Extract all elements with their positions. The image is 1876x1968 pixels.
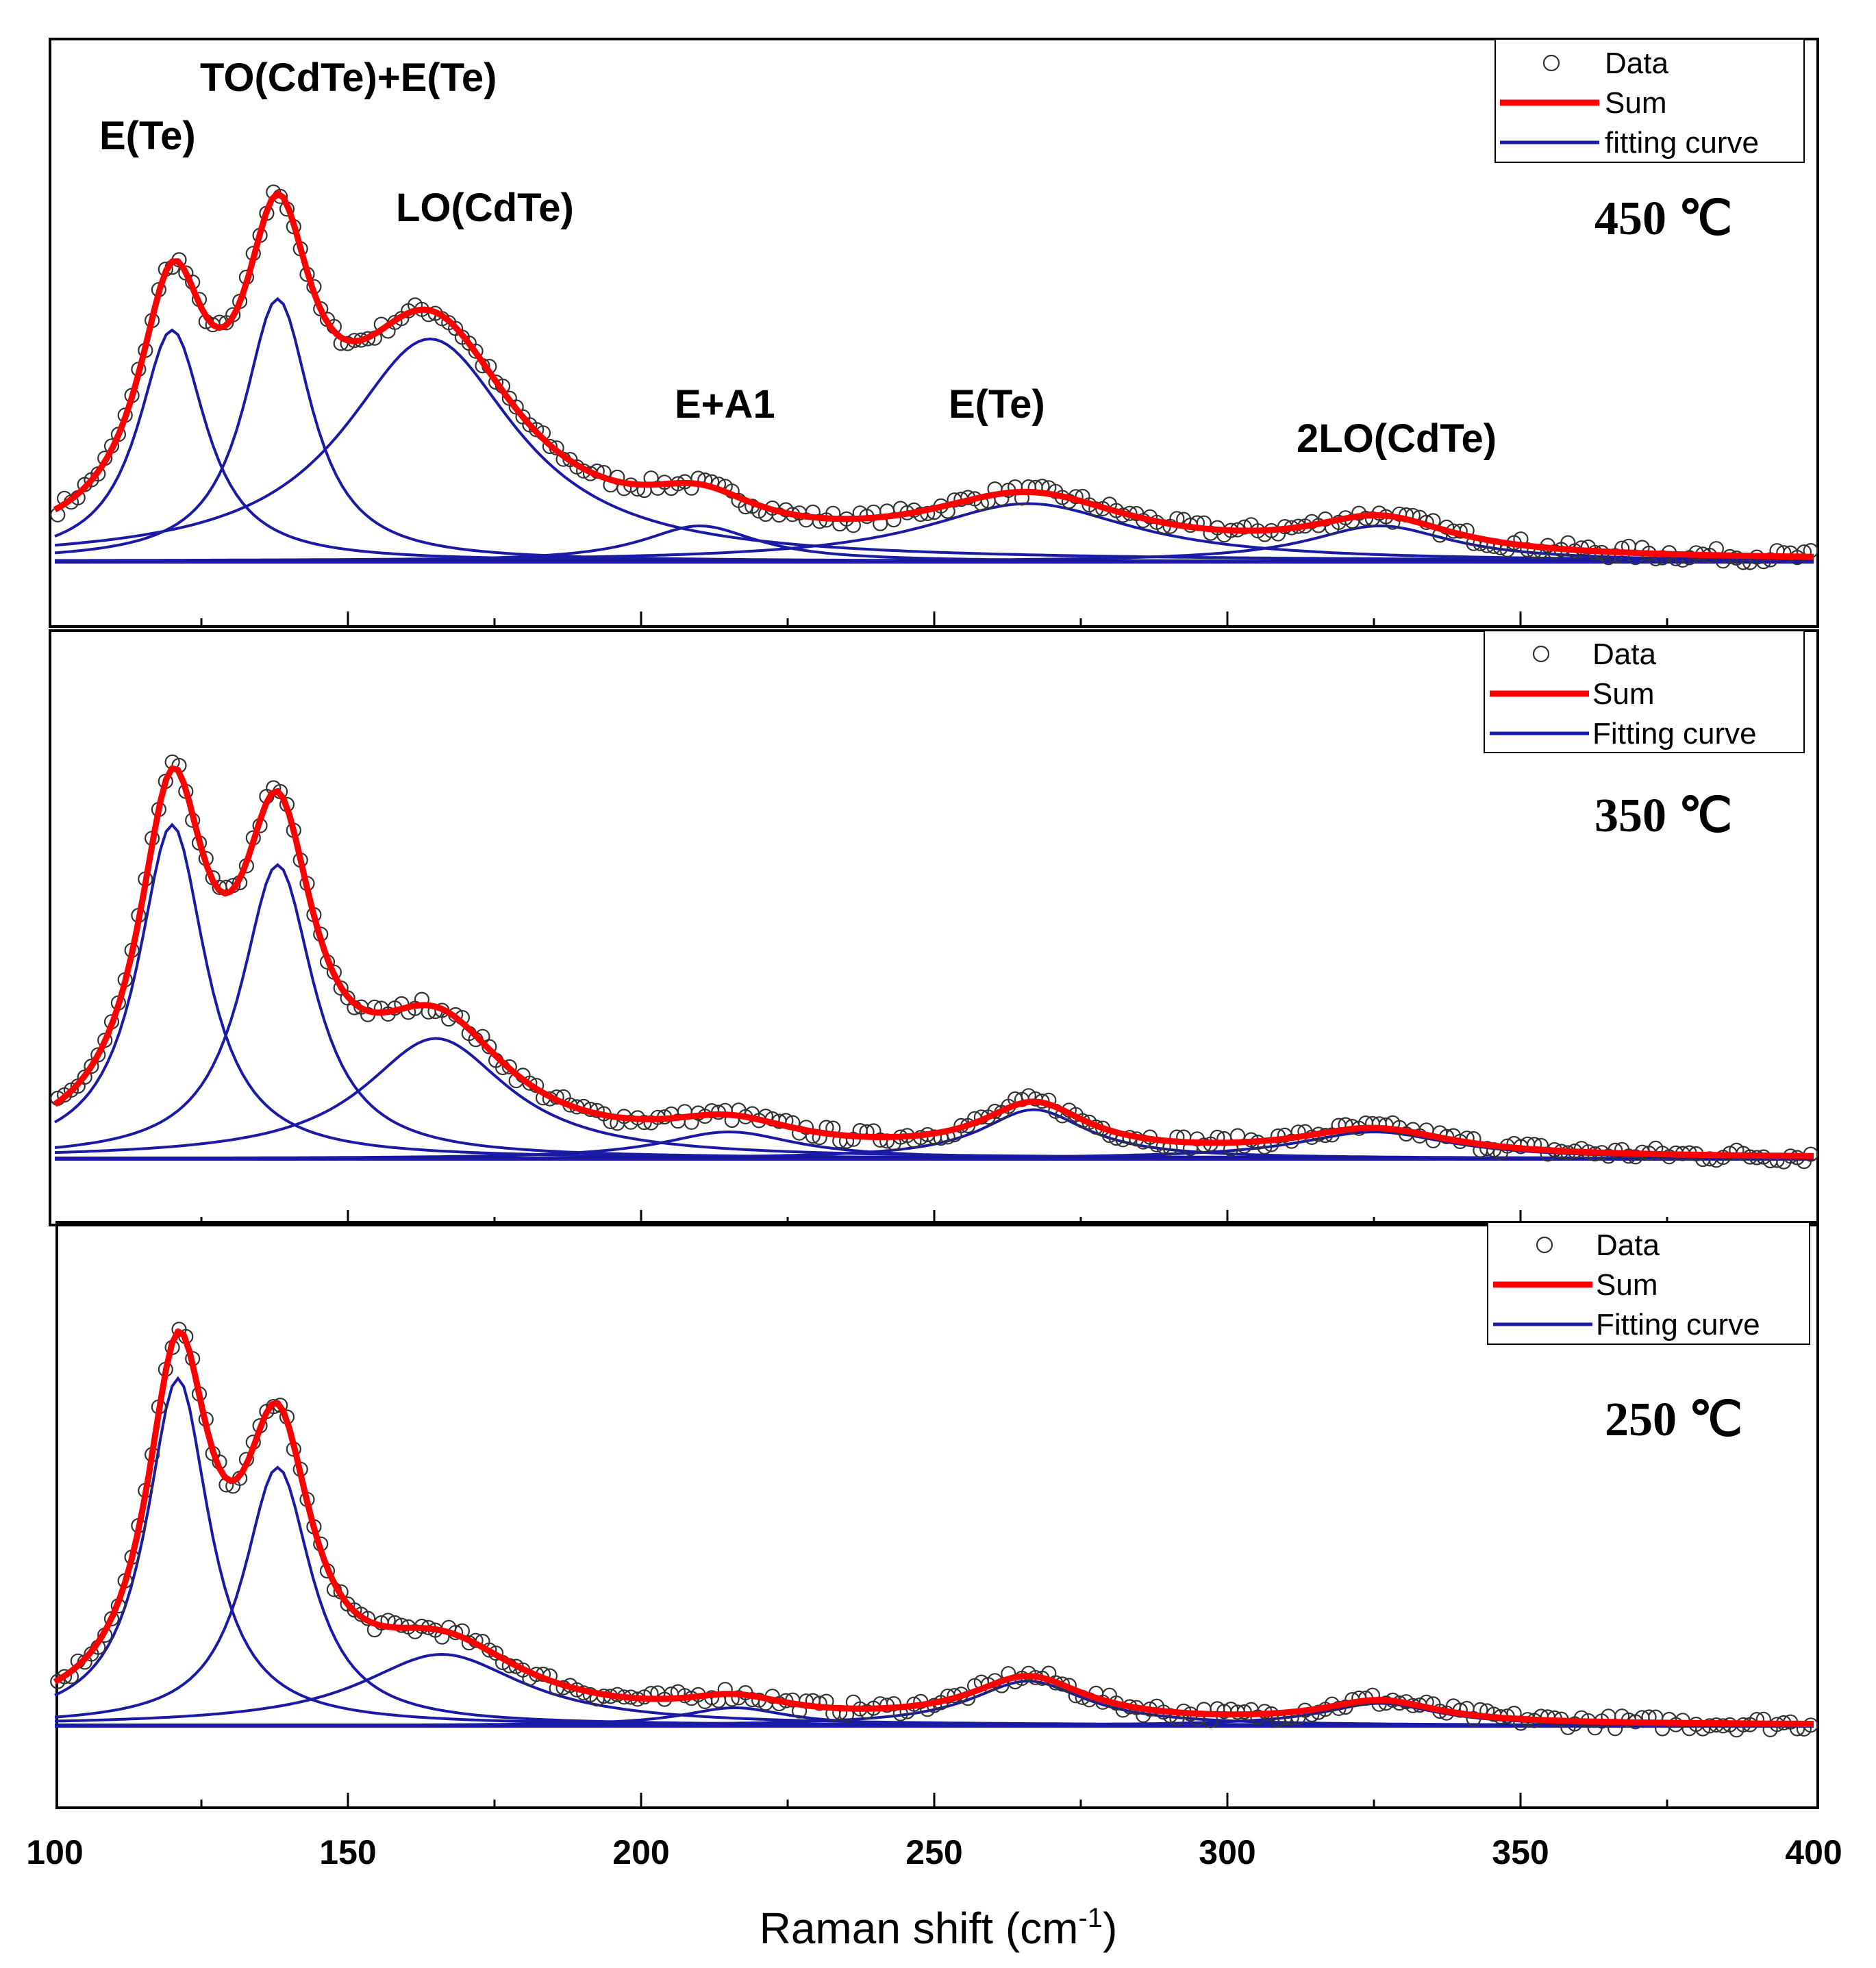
x-tick-label: 100 (26, 1833, 83, 1871)
peak-label-e-te-1: E(Te) (99, 114, 196, 158)
legend-250-fit: Fitting curve (1596, 1308, 1760, 1341)
fitting-curve-2 (54, 297, 1814, 563)
data-point (56, 1669, 73, 1685)
legend-250: Data Sum Fitting curve (1487, 1222, 1810, 1345)
peak-label-2lo-cdte: 2LO(CdTe) (1297, 416, 1497, 461)
temp-label-350: 350 ℃ (1594, 790, 1732, 842)
data-point (1776, 545, 1792, 561)
temp-label-450: 450 ℃ (1594, 192, 1732, 245)
panel-350-plot (50, 754, 1818, 1225)
legend-350: Data Sum Fitting curve (1484, 630, 1805, 753)
fitting-curve-3 (54, 1652, 1814, 1727)
legend-data-marker-icon (1532, 645, 1550, 663)
data-point (1236, 519, 1252, 535)
data-point (84, 1058, 99, 1074)
panel-450-plot (50, 184, 1818, 627)
data-point (501, 1059, 517, 1075)
data-point (77, 1069, 92, 1085)
fitting-curve-1 (54, 328, 1814, 563)
sum-curve (53, 190, 1814, 560)
sum-curve (53, 765, 1814, 1159)
fitting-curve-2 (54, 1465, 1814, 1727)
peak-label-e-te-2: E(Te) (949, 382, 1045, 427)
x-tick-label: 150 (319, 1833, 376, 1871)
x-tick-label: 250 (905, 1833, 962, 1871)
legend-350-sum: Sum (1592, 677, 1654, 711)
x-tick-label: 200 (612, 1833, 669, 1871)
peak-label-to-cdte-e-te: TO(CdTe)+E(Te) (200, 55, 497, 100)
fitting-curve-3 (54, 337, 1814, 562)
fitting-curve-5 (55, 502, 1814, 562)
x-tick-label: 350 (1492, 1833, 1549, 1871)
x-tick-label: 300 (1199, 1833, 1255, 1871)
legend-250-sum: Sum (1596, 1268, 1658, 1302)
peak-label-e-a1: E+A1 (675, 382, 775, 427)
legend-450: Data Sum fitting curve (1494, 38, 1805, 163)
legend-data-marker-icon (1542, 54, 1560, 72)
sum-curve (53, 1328, 1814, 1727)
panel-250-frame (55, 1221, 1819, 1809)
legend-450-fit: fitting curve (1605, 126, 1759, 160)
legend-250-data: Data (1596, 1228, 1660, 1262)
x-axis-title: Raman shift (cm-1) (760, 1903, 1118, 1953)
data-point (468, 343, 484, 359)
panel-250-plot (50, 1322, 1818, 1808)
temp-label-250: 250 ℃ (1605, 1393, 1742, 1446)
data-point (1573, 1710, 1590, 1726)
fitting-curve-1 (53, 822, 1814, 1160)
data-point (542, 438, 558, 455)
peak-label-lo-cdte: LO(CdTe) (396, 186, 574, 230)
legend-450-sum: Sum (1605, 86, 1666, 120)
x-axis-ticks: 100 150 200 250 300 350 400 (26, 1833, 1842, 1871)
legend-450-data: Data (1605, 47, 1668, 80)
legend-350-fit: Fitting curve (1592, 717, 1757, 750)
legend-data-marker-icon (1536, 1236, 1553, 1254)
legend-350-data: Data (1592, 638, 1656, 671)
data-point (90, 1047, 106, 1063)
data-point (636, 1115, 652, 1131)
x-tick-label: 400 (1785, 1833, 1842, 1871)
